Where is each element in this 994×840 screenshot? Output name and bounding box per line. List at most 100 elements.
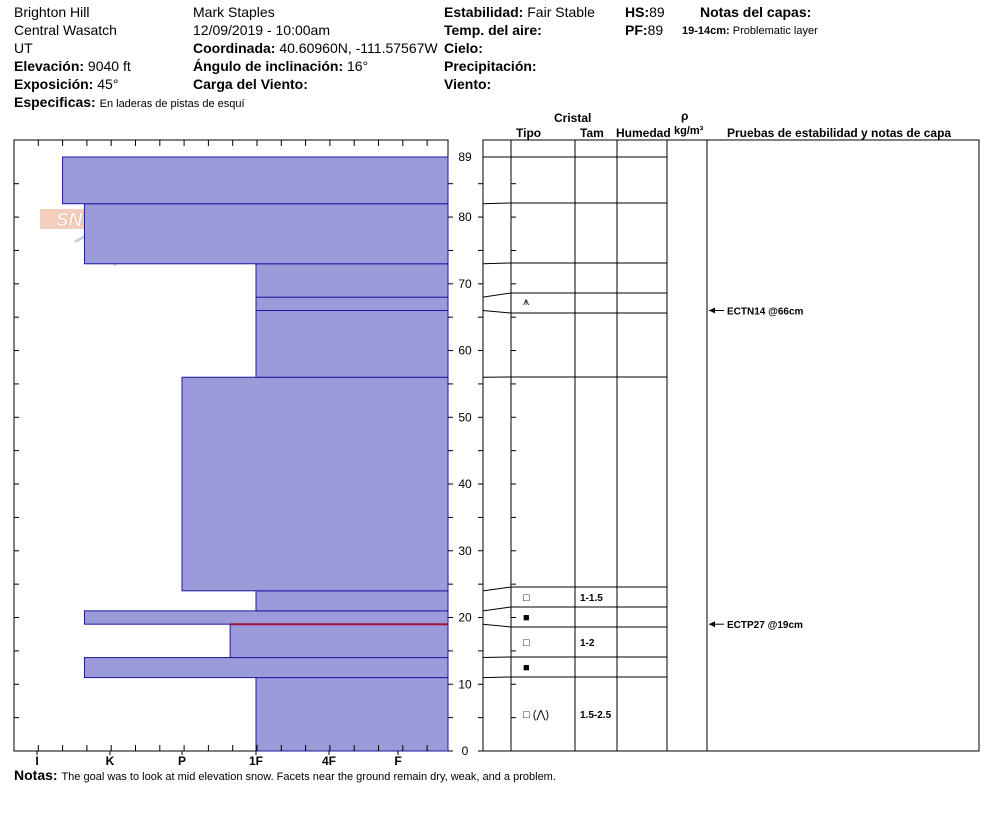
- crystal-size-label: 1.5-2.5: [580, 710, 612, 721]
- hardness-layer: [255, 677, 449, 752]
- depth-tick-label: 89: [458, 150, 472, 164]
- sky-label: Cielo:: [444, 40, 483, 56]
- tam-header: Tam: [580, 126, 604, 140]
- elevation-label: Elevación:: [14, 58, 85, 74]
- crystal-size-label: 1-1.5: [580, 593, 603, 604]
- specifics-value: En laderas de pistas de esquí: [99, 98, 245, 110]
- hardness-layer: [255, 310, 449, 378]
- layer-boundary-connector: [482, 606, 512, 612]
- crystal-type-symbol: □: [523, 637, 530, 649]
- test-arrow-head: [709, 621, 715, 628]
- hardness-tick-label: P: [178, 754, 186, 768]
- layer-boundary-connector: [482, 310, 512, 314]
- hardness-tick-label: 4F: [322, 754, 336, 768]
- crystal-table-frame: [482, 139, 980, 752]
- crystal-type-symbol: □: [523, 592, 530, 604]
- tests-header: Pruebas de estabilidad y notas de capa: [727, 126, 952, 140]
- hs-row: HS:89: [625, 4, 665, 20]
- depth-tick-label: 50: [458, 410, 472, 424]
- density-symbol: ρ: [681, 109, 689, 123]
- depth-tick-label: 40: [458, 477, 472, 491]
- hardness-layer: [83, 657, 449, 679]
- depth-tick-label: 60: [458, 344, 472, 358]
- hardness-layer: [62, 156, 449, 205]
- coordinate-label: Coordinada:: [193, 40, 276, 56]
- stability-row: Estabilidad: Fair Stable: [444, 4, 595, 20]
- hardness-layer: [255, 263, 449, 298]
- depth-tick-label: 80: [458, 210, 472, 224]
- aspect-row: Exposición: 45°: [14, 76, 118, 92]
- coordinate-value: 40.60960N, -111.57567W: [279, 40, 438, 56]
- pf-value: 89: [647, 22, 664, 38]
- cristal-header: Cristal: [554, 111, 592, 125]
- location-name: Brighton Hill: [14, 4, 90, 20]
- elevation-row: Elevación: 9040 ft: [14, 58, 131, 74]
- layer-notes-label: Notas del capas:: [700, 4, 812, 20]
- stability-tests: ECTN14 @66cm ECTP27 @19cm: [709, 307, 804, 631]
- notes-text: The goal was to look at mid elevation sn…: [61, 771, 556, 783]
- observation-datetime: 12/09/2019 - 10:00am: [193, 22, 330, 38]
- hardness-layers: [62, 156, 449, 752]
- hardness-layer: [83, 203, 449, 265]
- layer-boundary-connector: [482, 586, 512, 592]
- layer-boundary-connector: [482, 623, 512, 628]
- slope-label: Ángulo de inclinación:: [193, 58, 344, 74]
- aspect-value: 45°: [97, 76, 119, 92]
- layer-note-text: Problematic layer: [732, 25, 818, 37]
- hs-label: HS:: [625, 4, 650, 20]
- hardness-tick-label: 1F: [249, 754, 263, 768]
- slope-row: Ángulo de inclinación: 16°: [193, 58, 368, 74]
- state-name: UT: [14, 40, 33, 56]
- layer-boundary-connector: [482, 656, 512, 659]
- hs-value: 89: [649, 4, 665, 20]
- crystal-symbols: ⩚ □ 1-1.5 ■ □ 1-2 ■ □ (⋀) 1.5-2.5: [523, 296, 612, 721]
- hardness-tick-label: I: [35, 754, 38, 768]
- hardness-tick-label: K: [106, 754, 115, 768]
- crystal-type-symbol: ■: [523, 662, 530, 674]
- wind-load-label: Carga del Viento:: [193, 76, 308, 92]
- layer-boundary-connector: [482, 292, 512, 298]
- test-arrow-head: [709, 307, 715, 314]
- stability-value: Fair Stable: [527, 4, 595, 20]
- slope-value: 16°: [347, 58, 369, 74]
- layer-note-range: 19-14cm:: [682, 25, 730, 37]
- hardness-layer: [255, 296, 449, 312]
- hardness-layer: [229, 623, 449, 659]
- crystal-type-symbol: ■: [523, 612, 530, 624]
- hardness-layer: [181, 376, 449, 592]
- hardness-tick-label: F: [394, 754, 401, 768]
- air-temp-label: Temp. del aire:: [444, 22, 542, 38]
- layer-boundary-connector: [482, 676, 512, 679]
- coordinate-row: Coordinada: 40.60960N, -111.57567W: [193, 40, 438, 56]
- crystal-type-symbol: □ (⋀): [523, 709, 549, 721]
- specifics-row: Especificas: En laderas de pistas de esq…: [14, 94, 245, 112]
- depth-tick-label: 10: [458, 677, 472, 691]
- depth-tick-label: 70: [458, 277, 472, 291]
- precip-label: Precipitación:: [444, 58, 537, 74]
- notes-label: Notas:: [14, 767, 58, 783]
- layer-note-row: 19-14cm: Problematic layer: [682, 23, 818, 39]
- specifics-label: Especificas:: [14, 94, 96, 110]
- aspect-label: Exposición:: [14, 76, 94, 92]
- depth-tick-label: 0: [462, 744, 469, 758]
- stability-label: Estabilidad:: [444, 4, 524, 20]
- humedad-header: Humedad: [616, 126, 671, 140]
- depth-tick-label: 30: [458, 544, 472, 558]
- pf-row: PF:89: [625, 22, 663, 38]
- depth-tick-label: 20: [458, 611, 472, 625]
- range-name: Central Wasatch: [14, 22, 117, 38]
- hardness-axis: I K P 1F 4F F: [13, 140, 428, 768]
- crystal-size-label: 1-2: [580, 638, 595, 649]
- crystal-type-symbol: ⩚: [523, 296, 529, 308]
- density-unit: kg/m³: [674, 125, 704, 137]
- wind-label: Viento:: [444, 76, 492, 92]
- observer-name: Mark Staples: [193, 4, 275, 20]
- elevation-value: 9040 ft: [87, 58, 131, 74]
- layer-boundary-connector: [482, 202, 512, 205]
- hardness-layer: [83, 610, 449, 625]
- tipo-header: Tipo: [516, 126, 542, 140]
- layer-boundary-connector: [482, 262, 512, 265]
- pf-label: PF:: [625, 22, 648, 38]
- table-layer-rows: [482, 156, 667, 679]
